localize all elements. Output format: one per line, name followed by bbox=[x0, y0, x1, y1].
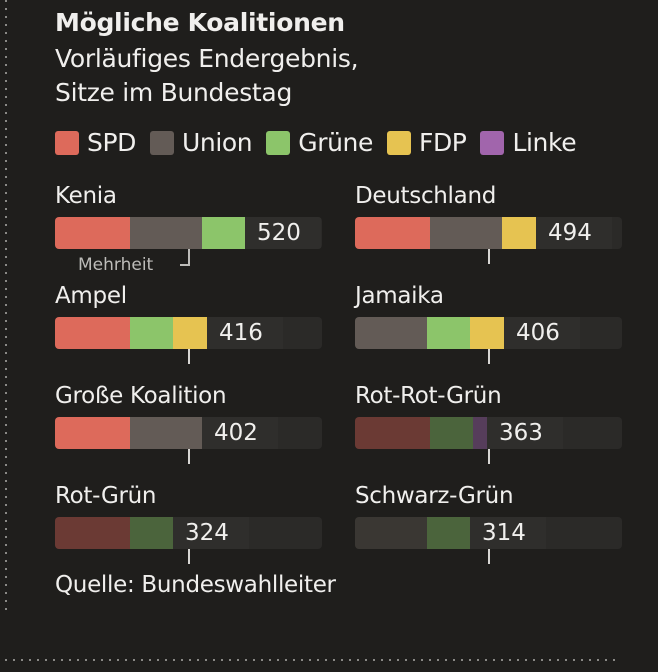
subtitle-line-1: Vorläufiges Endergebnis, bbox=[55, 44, 359, 73]
bar-segment-gruene bbox=[427, 517, 470, 549]
bar-segment-gruene bbox=[202, 217, 245, 249]
legend-label: Grüne bbox=[298, 128, 373, 157]
value-box bbox=[207, 317, 283, 349]
bar-segment-union bbox=[355, 317, 427, 349]
chart-title: Mögliche Koalitionen bbox=[55, 8, 345, 37]
bar-track: 324 bbox=[55, 517, 322, 549]
bar-segment-spd bbox=[55, 517, 130, 549]
majority-label: Mehrheit bbox=[78, 255, 154, 275]
coalition-label: Deutschland bbox=[355, 183, 497, 209]
coalition-seat-total: 520 bbox=[257, 220, 301, 246]
coalition-schwarz-grün: Schwarz-Grün 314 bbox=[355, 482, 623, 572]
coalition-jamaika: Jamaika 406 bbox=[355, 282, 623, 372]
bar-track: 363 bbox=[355, 417, 622, 449]
legend-item-union: Union bbox=[150, 128, 253, 157]
coalition-label: Schwarz-Grün bbox=[355, 483, 514, 509]
coalition-ampel: Ampel 416 bbox=[55, 282, 323, 372]
value-box bbox=[504, 317, 580, 349]
bar-track: 520 bbox=[55, 217, 322, 249]
majority-tick bbox=[188, 249, 190, 266]
coalition-seat-total: 402 bbox=[214, 420, 258, 446]
coalition-seat-total: 406 bbox=[516, 320, 560, 346]
bar-segment-fdp bbox=[470, 317, 504, 349]
legend-label: Union bbox=[182, 128, 253, 157]
coalition-große-koalition: Große Koalition 402 bbox=[55, 382, 323, 472]
coalition-label: Große Koalition bbox=[55, 383, 227, 409]
legend-item-fdp: FDP bbox=[386, 128, 467, 157]
source-note: Quelle: Bundeswahlleiter bbox=[55, 572, 336, 598]
majority-tick bbox=[488, 349, 490, 364]
legend-swatch-union bbox=[150, 130, 174, 155]
value-box bbox=[470, 517, 546, 549]
bar-segment-spd bbox=[355, 417, 430, 449]
majority-tick bbox=[488, 549, 490, 564]
bar-track: 402 bbox=[55, 417, 322, 449]
bar-segment-union bbox=[430, 217, 502, 249]
coalition-seat-total: 324 bbox=[185, 520, 229, 546]
legend-swatch-linke bbox=[480, 130, 505, 155]
bottom-dotted-border bbox=[5, 659, 617, 661]
bar-track: 406 bbox=[355, 317, 622, 349]
legend-label: SPD bbox=[87, 128, 136, 157]
bar-track: 416 bbox=[55, 317, 322, 349]
majority-tick bbox=[188, 349, 190, 364]
majority-tick bbox=[188, 449, 190, 464]
bar-segment-union bbox=[355, 517, 427, 549]
bar-segment-union bbox=[130, 417, 202, 449]
bar-segment-spd bbox=[355, 217, 430, 249]
coalition-label: Rot-Grün bbox=[55, 483, 157, 509]
coalition-kenia: Kenia 520 Mehrheit bbox=[55, 182, 323, 275]
legend-item-linke: Linke bbox=[480, 128, 577, 157]
bar-segment-linke bbox=[473, 417, 487, 449]
chart-subtitle: Vorläufiges Endergebnis, Sitze im Bundes… bbox=[55, 42, 359, 110]
majority-tick bbox=[188, 549, 190, 564]
coalition-seat-total: 314 bbox=[482, 520, 526, 546]
value-box bbox=[245, 217, 321, 249]
coalition-seat-total: 416 bbox=[219, 320, 263, 346]
legend-swatch-fdp bbox=[386, 130, 411, 155]
legend: SPD Union Grüne FDP Linke bbox=[55, 128, 590, 157]
legend-label: Linke bbox=[512, 128, 577, 157]
bar-segment-union bbox=[130, 217, 202, 249]
bar-segment-spd bbox=[55, 417, 130, 449]
left-dotted-border bbox=[5, 0, 7, 612]
coalition-label: Ampel bbox=[55, 283, 127, 309]
coalition-rot-grün: Rot-Grün 324 bbox=[55, 482, 323, 572]
coalition-label: Rot-Rot-Grün bbox=[355, 383, 502, 409]
bar-segment-fdp bbox=[502, 217, 536, 249]
bar-segment-gruene bbox=[430, 417, 473, 449]
value-box bbox=[487, 417, 563, 449]
majority-bracket bbox=[180, 264, 190, 266]
value-box bbox=[536, 217, 612, 249]
coalition-label: Kenia bbox=[55, 183, 117, 209]
coalition-seat-total: 494 bbox=[548, 220, 592, 246]
value-box bbox=[173, 517, 249, 549]
majority-tick bbox=[488, 449, 490, 464]
subtitle-line-2: Sitze im Bundestag bbox=[55, 78, 293, 107]
legend-swatch-gruene bbox=[266, 130, 291, 155]
coalition-rot-rot-grün: Rot-Rot-Grün 363 bbox=[355, 382, 623, 472]
coalition-deutschland: Deutschland 494 bbox=[355, 182, 623, 272]
legend-item-gruene: Grüne bbox=[266, 128, 373, 157]
bar-track: 314 bbox=[355, 517, 622, 549]
coalition-label: Jamaika bbox=[355, 283, 444, 309]
majority-tick bbox=[488, 249, 490, 264]
bar-segment-gruene bbox=[130, 517, 173, 549]
legend-item-spd: SPD bbox=[55, 128, 136, 157]
legend-swatch-spd bbox=[55, 130, 79, 155]
bar-segment-fdp bbox=[173, 317, 207, 349]
bar-segment-spd bbox=[55, 317, 130, 349]
bar-segment-gruene bbox=[427, 317, 470, 349]
value-box bbox=[202, 417, 278, 449]
legend-label: FDP bbox=[418, 128, 467, 157]
bar-track: 494 bbox=[355, 217, 622, 249]
bar-segment-spd bbox=[55, 217, 130, 249]
coalition-seat-total: 363 bbox=[499, 420, 543, 446]
bar-segment-gruene bbox=[130, 317, 173, 349]
